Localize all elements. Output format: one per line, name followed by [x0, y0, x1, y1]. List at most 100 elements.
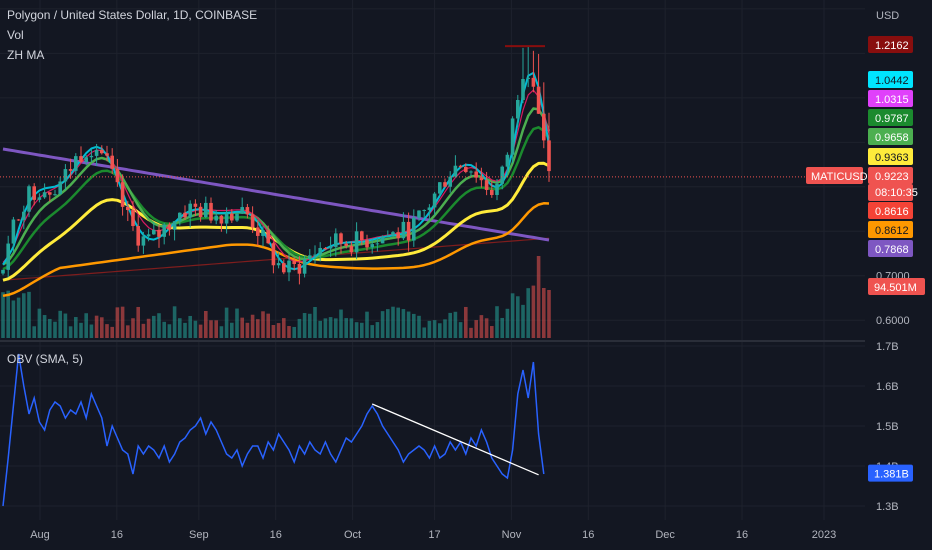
candle-body [271, 243, 276, 266]
time-axis-background [0, 526, 865, 550]
time-tick-label: Oct [344, 529, 361, 541]
candle-body [6, 243, 10, 270]
volume-bar [266, 313, 270, 338]
candle-body [464, 166, 468, 172]
obv-value-box [868, 464, 913, 482]
price-label-box [868, 167, 913, 184]
candle-body [172, 221, 177, 230]
obv-tick-label: 1.3B [876, 501, 899, 513]
volume-bar [27, 291, 31, 338]
volume-bar [6, 290, 10, 338]
volume-bar [360, 322, 364, 338]
candle-body [266, 230, 270, 244]
candle-body [63, 169, 68, 182]
volume-bar [58, 310, 62, 338]
countdown-label: 08:10:35 [875, 187, 918, 199]
volume-bar [198, 324, 203, 338]
candle-body [276, 263, 281, 266]
volume-bar [136, 306, 140, 338]
time-tick-label: 16 [270, 529, 282, 541]
chart-title: Polygon / United States Dollar, 1D, COIN… [7, 8, 258, 22]
candle-body [500, 166, 504, 184]
volume-bar [427, 320, 432, 338]
price-label-box [868, 90, 913, 107]
volume-bar [22, 293, 26, 338]
candle-body [438, 182, 442, 194]
candle-body [250, 214, 255, 228]
volume-bar [334, 318, 338, 338]
candle-body [308, 255, 312, 260]
candle-body [110, 155, 114, 169]
volume-bar [458, 322, 463, 338]
candle-body [167, 224, 172, 230]
candle-body [386, 235, 390, 237]
volume-bar [16, 297, 21, 338]
volume-bar [79, 322, 83, 338]
obv-legend: OBV (SMA, 5) [7, 352, 84, 366]
volume-bar [32, 326, 36, 338]
volume-label-box [868, 278, 925, 295]
price-label-box [868, 128, 913, 145]
candle-body [188, 203, 192, 218]
candle-body [443, 182, 447, 187]
candle-body [292, 260, 296, 265]
candle-body [531, 77, 536, 87]
volume-bar [110, 326, 114, 338]
volume-bar [276, 323, 281, 338]
volume-bar [490, 326, 494, 338]
candle-body [214, 215, 218, 221]
volume-bar [422, 327, 426, 338]
candle-body [256, 227, 260, 236]
time-tick-label: Dec [655, 529, 675, 541]
candle-body [401, 221, 406, 239]
volume-bar [365, 311, 369, 338]
candle-body [240, 207, 244, 214]
volume-bar [469, 327, 473, 338]
volume-bar [209, 320, 213, 338]
time-axis[interactable]: Aug 16 Sep 16 Oct 17 Nov 16 Dec 16 2023 [0, 526, 865, 550]
price-label-value: 0.9363 [875, 152, 909, 164]
volume-bar [453, 311, 458, 338]
volume-bar [11, 300, 16, 338]
time-tick-label: 16 [111, 529, 123, 541]
volume-bar [308, 313, 312, 338]
volume-bar [464, 306, 468, 338]
volume-bar [162, 321, 166, 338]
price-label-box [868, 71, 913, 88]
volume-bar [141, 323, 146, 338]
obv-tick-label: 1.7B [876, 341, 899, 353]
candle-body [27, 186, 31, 212]
time-tick-label: Aug [30, 529, 50, 541]
volume-bar [438, 323, 442, 338]
volume-bar [157, 313, 161, 338]
volume-bar [84, 313, 88, 338]
candle-body [68, 169, 73, 171]
candle-body [490, 189, 494, 195]
volume-bar [391, 306, 395, 338]
candle-body [126, 206, 130, 211]
volume-bar [42, 315, 47, 338]
candle-body [521, 79, 525, 100]
volume-bar [250, 314, 255, 338]
volume-bar [224, 307, 229, 338]
candle-body [417, 210, 421, 218]
volume-bar [204, 310, 208, 338]
candle-body [547, 140, 551, 172]
candle-body [354, 231, 359, 253]
candle-body [58, 181, 62, 195]
volume-bar [292, 326, 296, 338]
candle-body [100, 149, 104, 154]
volume-bar [313, 306, 317, 338]
candle-body [458, 165, 463, 167]
volume-bar [167, 324, 172, 338]
time-tick-label: Nov [502, 529, 522, 541]
volume-legend: Vol [7, 28, 24, 42]
candle-body [261, 230, 265, 236]
volume-bar [401, 309, 406, 338]
candle-body [448, 176, 452, 187]
price-axis[interactable]: USD1.10000.70000.60001.7B1.6B1.5B1.4B1.3… [806, 0, 932, 550]
candle-body [380, 236, 385, 244]
price-label-value: 0.9658 [875, 132, 909, 144]
candle-body [183, 212, 187, 218]
